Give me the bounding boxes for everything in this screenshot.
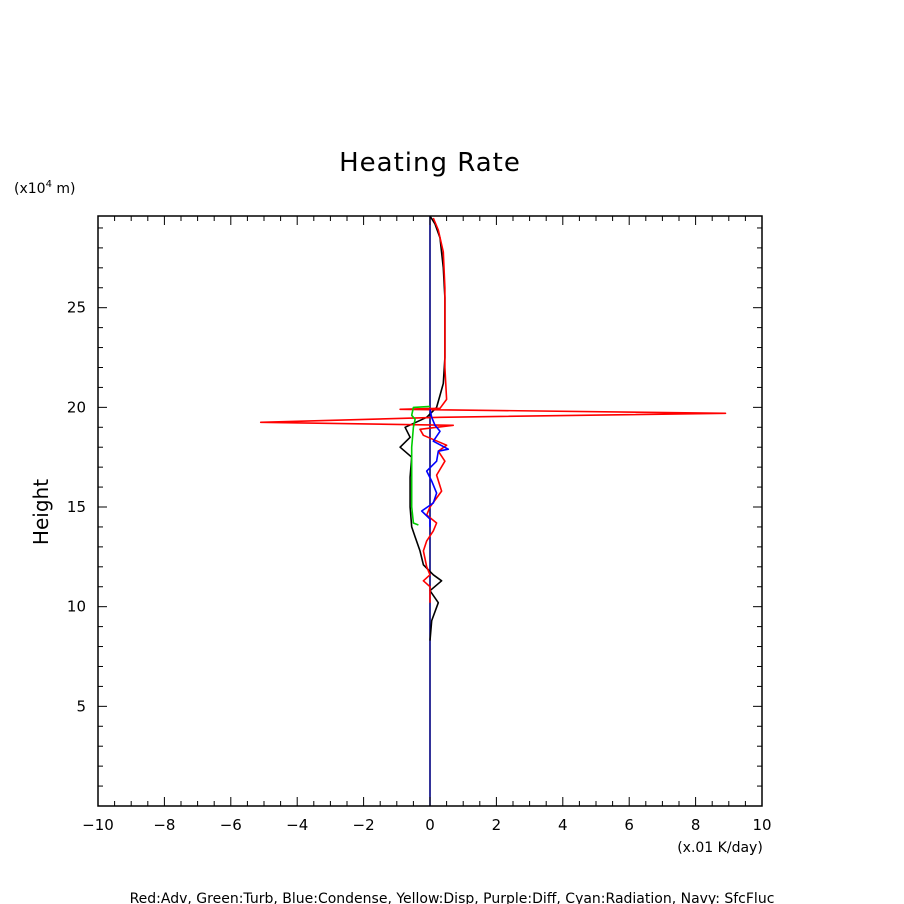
x-unit-label: (x.01 K/day) bbox=[677, 840, 763, 856]
x-tick-label: 0 bbox=[425, 816, 435, 834]
y-unit-label: (x104 m) bbox=[14, 179, 76, 197]
series-line-blue bbox=[420, 409, 450, 527]
x-tick-label: 8 bbox=[691, 816, 701, 834]
y-tick-label: 20 bbox=[67, 398, 86, 416]
series-layer bbox=[259, 216, 727, 806]
x-tick-label: −4 bbox=[286, 816, 308, 834]
plot-frame bbox=[97, 215, 763, 807]
x-tick-label: −2 bbox=[353, 816, 375, 834]
series-line-green bbox=[410, 405, 431, 526]
y-tick-label: 5 bbox=[76, 697, 86, 715]
x-tick-label: 2 bbox=[492, 816, 502, 834]
chart-title: Heating Rate bbox=[339, 148, 521, 178]
y-tick-label: 15 bbox=[67, 498, 86, 516]
y-tick-label: 25 bbox=[67, 299, 86, 317]
y-tick-label: 10 bbox=[67, 598, 86, 616]
x-tick-label: 6 bbox=[624, 816, 634, 834]
legend-caption: Red:Adv, Green:Turb, Blue:Condense, Yell… bbox=[130, 891, 775, 904]
x-tick-label: −6 bbox=[220, 816, 242, 834]
x-tick-label: 4 bbox=[558, 816, 568, 834]
series-line-red bbox=[259, 217, 727, 603]
y-unit-exponent: 4 bbox=[46, 179, 52, 190]
axes-layer: −10 −8 −6 −4 −2 0 2 4 6 8 10 5 10 15 20 25 bbox=[67, 216, 772, 834]
x-tick-label: 10 bbox=[752, 816, 771, 834]
y-axis-label: Height bbox=[29, 479, 53, 545]
x-tick-label: −10 bbox=[82, 816, 114, 834]
x-tick-label: −8 bbox=[153, 816, 175, 834]
